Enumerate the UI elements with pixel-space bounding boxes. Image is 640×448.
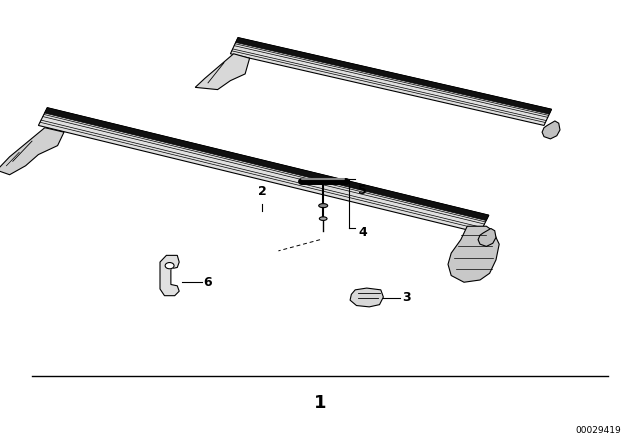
Ellipse shape xyxy=(319,203,328,207)
Text: 3: 3 xyxy=(402,291,410,305)
Polygon shape xyxy=(350,288,383,307)
Polygon shape xyxy=(448,226,499,282)
Text: 5: 5 xyxy=(358,184,367,197)
Polygon shape xyxy=(160,255,179,296)
Text: 4: 4 xyxy=(358,226,367,240)
Text: 00029419: 00029419 xyxy=(575,426,621,435)
Ellipse shape xyxy=(319,217,327,220)
Polygon shape xyxy=(236,38,552,114)
Text: 1: 1 xyxy=(314,394,326,412)
Polygon shape xyxy=(45,108,489,220)
Polygon shape xyxy=(230,38,552,125)
Polygon shape xyxy=(0,128,64,175)
Polygon shape xyxy=(478,228,496,246)
Text: 2: 2 xyxy=(258,185,267,198)
Polygon shape xyxy=(542,121,560,139)
Text: 6: 6 xyxy=(204,276,212,289)
Polygon shape xyxy=(38,108,489,233)
Polygon shape xyxy=(195,54,250,90)
Circle shape xyxy=(165,263,174,269)
